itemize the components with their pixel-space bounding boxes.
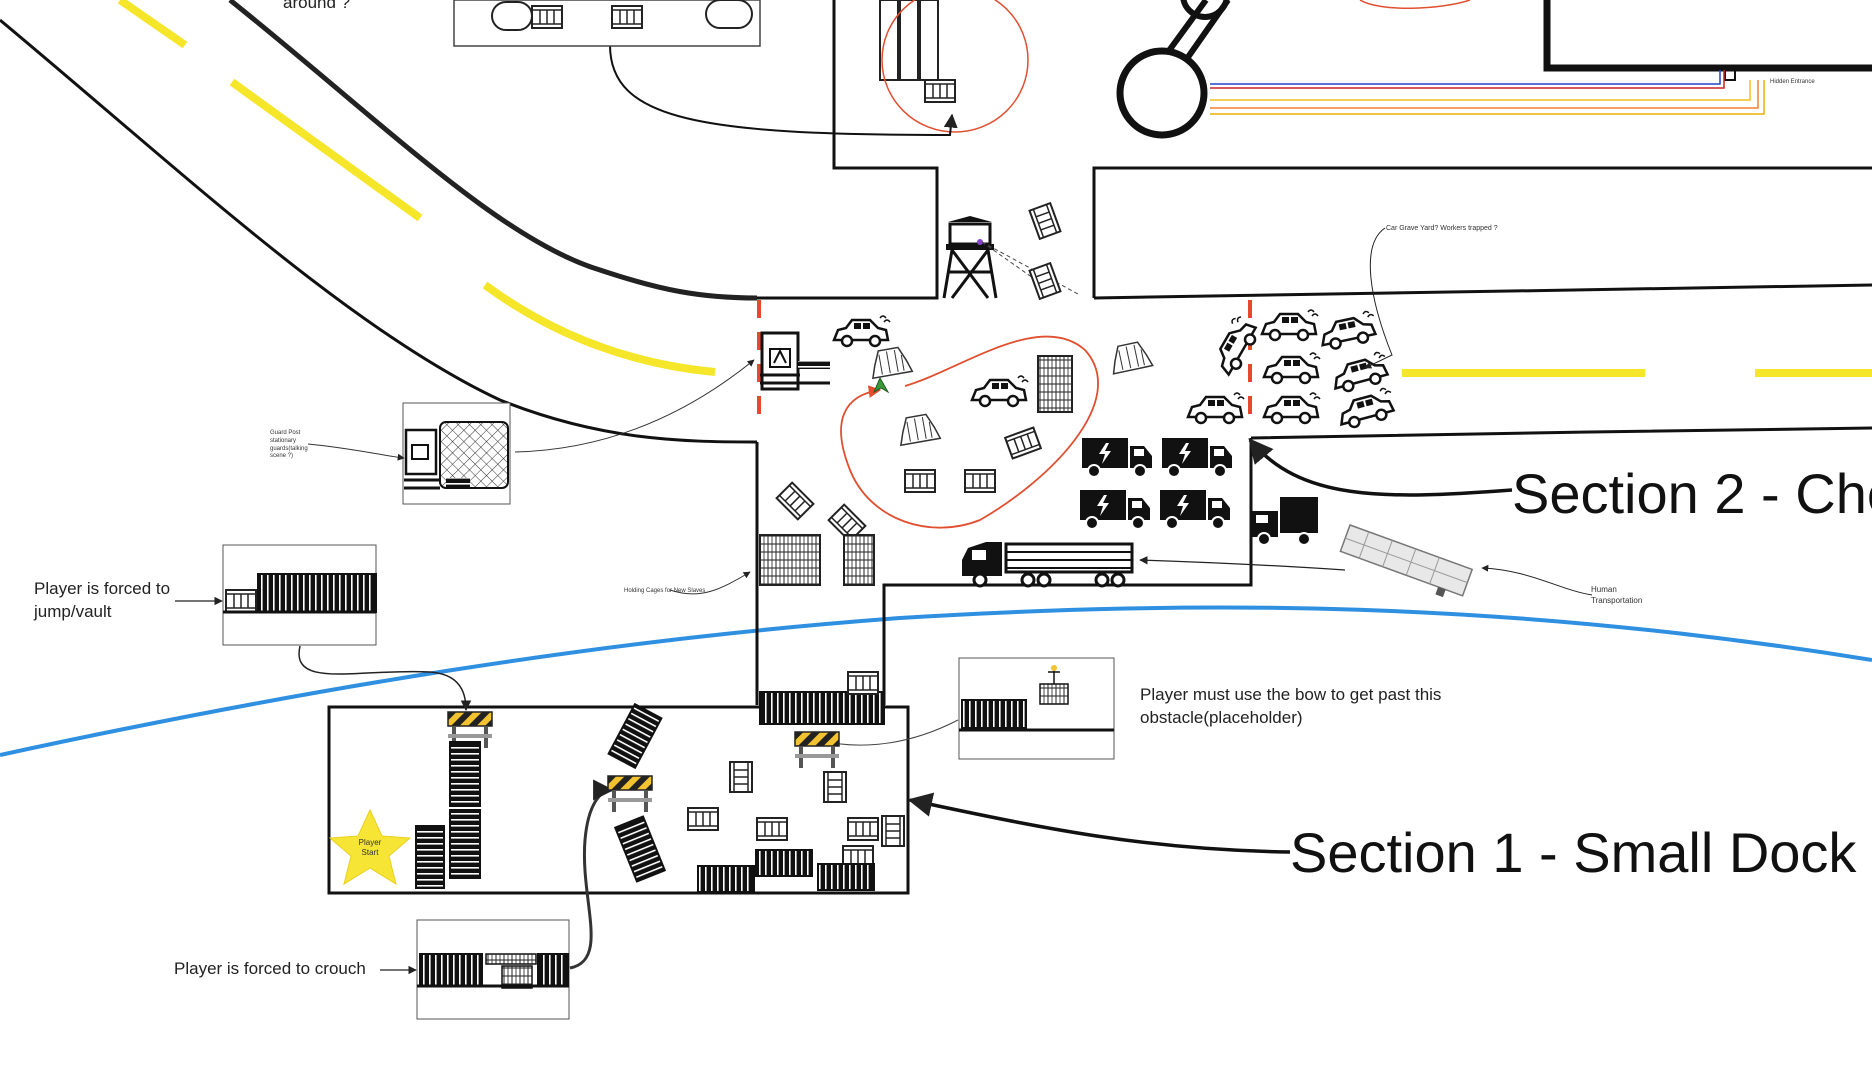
section-1-label: Section 1 - Small Dock (1290, 821, 1857, 884)
holding-cages-note: Holding Cages for New Slaves (624, 588, 706, 594)
spawn-marker-icon (872, 376, 890, 394)
guard-post-icon (760, 331, 830, 391)
hidden-entrance-building (1543, 0, 1872, 72)
bow-thumbnail-items (959, 665, 1114, 732)
player-start-star-icon (328, 808, 412, 886)
section1-pointer (907, 792, 1291, 854)
transport-pointer (1139, 556, 1346, 571)
watchtower-icon (942, 216, 998, 299)
colored-pipes (1210, 70, 1765, 115)
car-graveyard-note: Car Grave Yard? Workers trapped ? (1386, 225, 1498, 232)
road-lane-dash-3 (482, 281, 716, 376)
top-fragment-note: around ? (283, 0, 351, 12)
section2-pointer (1248, 438, 1513, 497)
section1-dock-outline (327, 705, 910, 895)
guard-post-pointer-a (514, 359, 755, 453)
truck-group (1079, 437, 1318, 546)
guard-post-note: Guard Post stationary guards(talking sce… (270, 430, 308, 460)
road-lane-dash-1 (117, 0, 188, 49)
crouch-pointer (569, 779, 615, 970)
plaza-walls (755, 0, 1872, 705)
pipes-thumbnail-items (491, 0, 753, 31)
trailer-image (1339, 524, 1474, 598)
jump-vault-thumbnail-items (223, 573, 377, 614)
human-transport-pointer (1481, 564, 1593, 596)
graveyard-pointer (1364, 227, 1393, 369)
jump-vault-note: Player is forced to jump/vault (34, 579, 171, 621)
guard-post-pointer-b (307, 443, 405, 461)
road-left-bottom-edge (0, 18, 758, 444)
patrol-loop-plaza (840, 335, 1099, 529)
river (0, 605, 1872, 757)
dock-objects (415, 671, 905, 893)
pipes-pointer (609, 44, 958, 137)
plaza-objects (759, 314, 1154, 586)
roundabout (1116, 0, 1231, 139)
hidden-entrance-door (1724, 68, 1736, 81)
patrol-arc-top-right (1359, 0, 1471, 9)
guard-post-thumbnail-items (404, 421, 509, 490)
bow-note: Player must use the bow to get past this… (1140, 685, 1442, 727)
human-transport-note: Human Transportation (1591, 585, 1643, 605)
pipes-pallet (879, 0, 956, 103)
holding-cages-pointer (669, 571, 751, 595)
crate-stack-tower (1028, 202, 1062, 300)
car-graveyard (1186, 308, 1399, 432)
crouch-thumbnail-items (417, 953, 569, 989)
road-lane-dash-2 (229, 78, 423, 222)
road-left-top-edge (228, 0, 758, 301)
jump-vault-pointer (298, 645, 472, 712)
watchtower-sightline (981, 241, 1079, 295)
semi-truck-icon (962, 542, 1134, 588)
player-start-note: Player Start (358, 838, 382, 858)
patrol-loop-top (881, 0, 1029, 133)
section-2-label: Section 2 - Che (1512, 462, 1872, 525)
hidden-entrance-note: Hidden Entrance (1770, 79, 1815, 85)
crouch-note: Player is forced to crouch (174, 959, 366, 978)
